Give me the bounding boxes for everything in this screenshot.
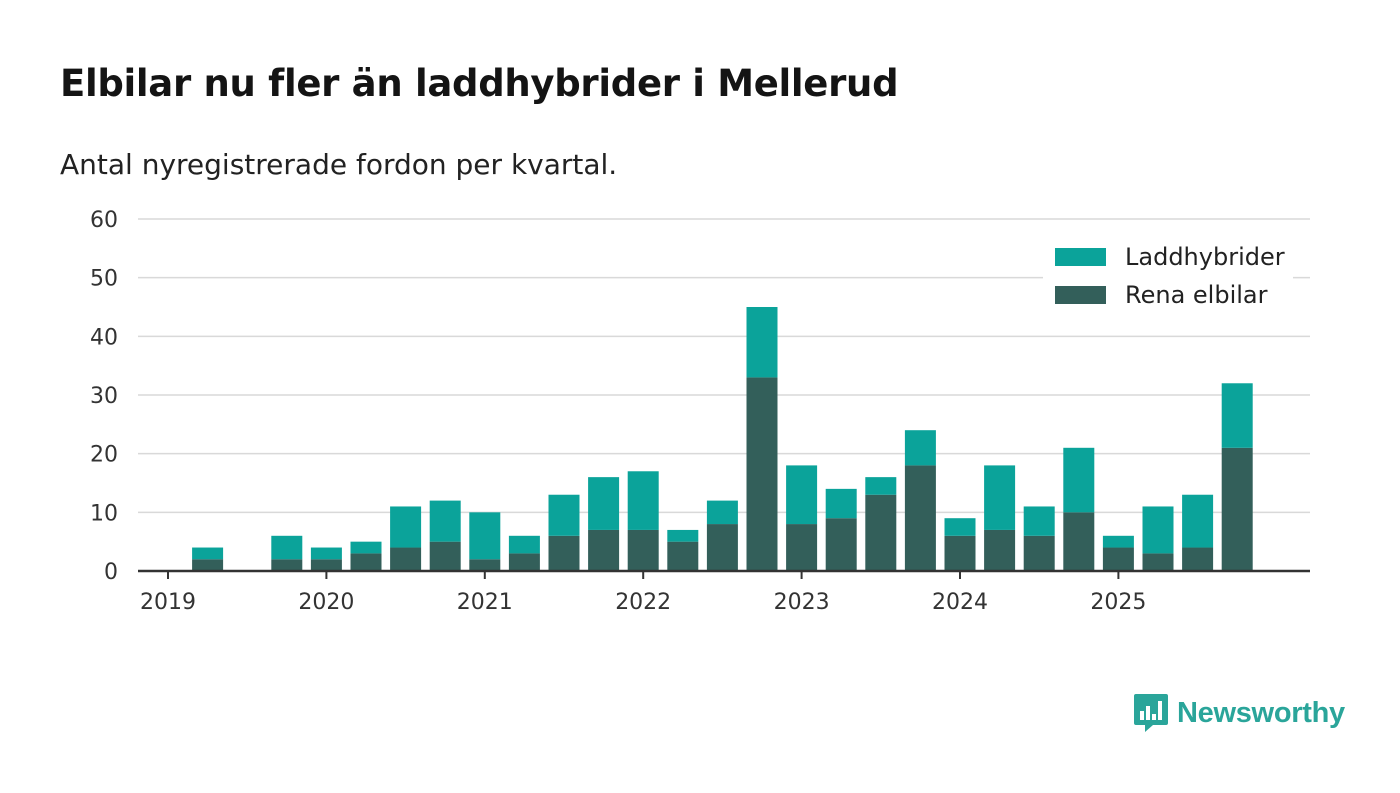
bar-laddhybrider (825, 488, 857, 519)
bar-rena-elbilar (508, 553, 540, 571)
bar-rena-elbilar (984, 529, 1016, 571)
bar-rena-elbilar (1102, 547, 1134, 571)
y-tick-label: 10 (90, 501, 118, 526)
bar-rena-elbilar (746, 377, 778, 571)
bar-laddhybrider (350, 541, 382, 554)
newsworthy-logo-icon (1134, 694, 1168, 732)
y-tick-label: 40 (90, 325, 118, 350)
bar-laddhybrider (1182, 494, 1214, 548)
bar-laddhybrider (469, 512, 501, 560)
legend-label: Rena elbilar (1125, 281, 1268, 309)
legend-swatch-rena-elbilar (1055, 286, 1106, 304)
bar-rena-elbilar (310, 559, 342, 571)
bar-laddhybrider (786, 465, 818, 525)
bar-rena-elbilar (825, 518, 857, 571)
bar-rena-elbilar (429, 541, 461, 571)
x-axis: 2019 2020 2021 2022 2023 2024 2025 (138, 569, 1310, 615)
bar-laddhybrider (984, 465, 1016, 530)
bar-rena-elbilar (1221, 447, 1253, 571)
bar-rena-elbilar (904, 465, 936, 571)
bar-rena-elbilar (706, 524, 738, 571)
bar-rena-elbilar (350, 553, 382, 571)
y-tick-label: 20 (90, 443, 118, 468)
newsworthy-logo-text: Newsworthy (1177, 696, 1345, 729)
y-tick-label: 30 (90, 384, 118, 409)
x-tick-label: 2023 (774, 590, 830, 615)
bar-rena-elbilar (865, 494, 897, 571)
bar-laddhybrider (310, 547, 342, 560)
bar-rena-elbilar (548, 535, 580, 571)
newsworthy-logo: Newsworthy (1133, 692, 1345, 734)
bar-rena-elbilar (627, 529, 659, 571)
bar-laddhybrider (588, 477, 620, 530)
legend-swatch-laddhybrider (1055, 248, 1106, 266)
y-axis: 0 10 20 30 40 50 60 (90, 208, 118, 585)
bar-rena-elbilar (271, 559, 303, 571)
bars (192, 307, 1253, 571)
legend-label: Laddhybrider (1125, 243, 1285, 271)
bar-rena-elbilar (192, 559, 224, 571)
bar-rena-elbilar (786, 524, 818, 571)
y-tick-label: 50 (90, 267, 118, 292)
bar-rena-elbilar (667, 541, 699, 571)
bar-rena-elbilar (390, 547, 422, 571)
bar-laddhybrider (904, 430, 936, 466)
bar-rena-elbilar (469, 559, 501, 571)
bar-laddhybrider (271, 535, 303, 560)
bar-laddhybrider (944, 518, 976, 536)
bar-laddhybrider (1142, 506, 1174, 554)
bar-rena-elbilar (1023, 535, 1055, 571)
x-tick-label: 2025 (1090, 590, 1146, 615)
chart-subtitle: Antal nyregistrerade fordon per kvartal. (60, 148, 618, 181)
x-tick-label: 2024 (932, 590, 988, 615)
bar-laddhybrider (508, 535, 540, 554)
legend: Laddhybrider Rena elbilar (1043, 238, 1293, 320)
bar-rena-elbilar (944, 535, 976, 571)
bar-laddhybrider (746, 307, 778, 378)
bar-laddhybrider (1221, 383, 1253, 448)
bar-rena-elbilar (1142, 553, 1174, 571)
bar-rena-elbilar (588, 529, 620, 571)
bar-laddhybrider (1023, 506, 1055, 536)
x-tick-label: 2021 (457, 590, 513, 615)
y-tick-label: 60 (90, 208, 118, 233)
bar-laddhybrider (1063, 447, 1095, 513)
x-tick-label: 2022 (615, 590, 671, 615)
bar-laddhybrider (429, 500, 461, 542)
bar-laddhybrider (706, 500, 738, 525)
chart-title: Elbilar nu fler än laddhybrider i Meller… (60, 62, 899, 105)
bar-laddhybrider (390, 506, 422, 548)
bar-laddhybrider (667, 529, 699, 542)
bar-rena-elbilar (1063, 512, 1095, 571)
bar-laddhybrider (548, 494, 580, 536)
bar-laddhybrider (1102, 535, 1134, 548)
y-tick-label: 0 (104, 560, 118, 585)
bar-laddhybrider (192, 547, 224, 560)
bar-laddhybrider (627, 471, 659, 530)
bar-rena-elbilar (1182, 547, 1214, 571)
x-tick-label: 2020 (298, 590, 354, 615)
x-tick-label: 2019 (140, 590, 196, 615)
bar-laddhybrider (865, 477, 897, 495)
